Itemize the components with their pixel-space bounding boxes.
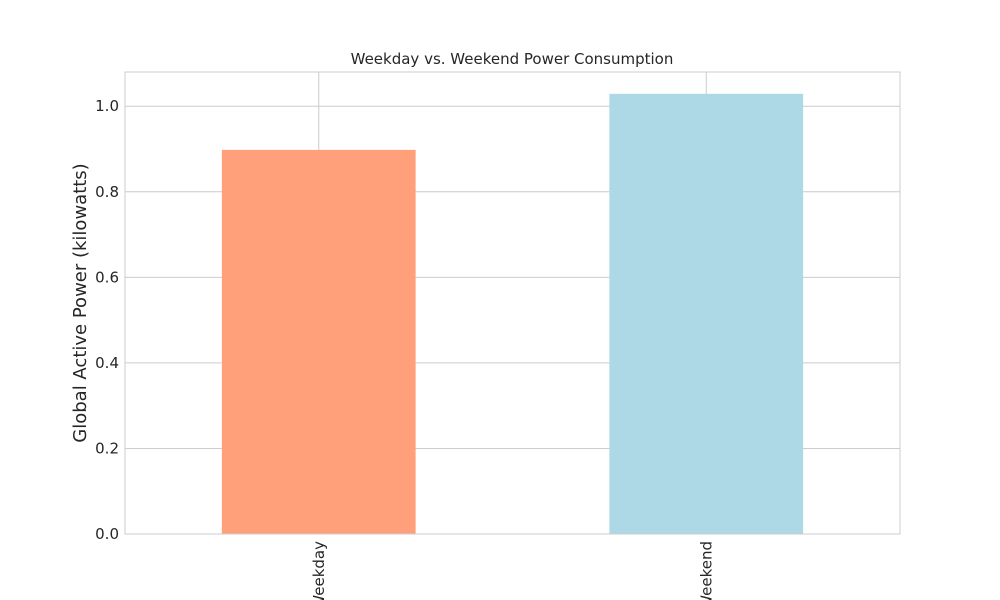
y-tick-label: 1.0	[95, 97, 119, 115]
y-tick-label: 0.8	[95, 183, 119, 201]
bar-weekend	[609, 93, 804, 535]
bar-weekday	[221, 149, 416, 534]
chart-title: Weekday vs. Weekend Power Consumption	[351, 50, 674, 68]
y-tick-label: 0.6	[95, 268, 119, 286]
y-tick-label: 0.0	[95, 525, 119, 543]
x-tick-label: Weekend	[697, 541, 715, 600]
y-axis-label: Global Active Power (kilowatts)	[70, 163, 91, 442]
x-tick-labels: Weekday Weekend	[310, 541, 716, 600]
y-tick-label: 0.2	[95, 439, 119, 457]
y-tick-label: 0.4	[95, 354, 119, 372]
plot-frame	[124, 71, 901, 535]
bar-layer	[221, 93, 804, 535]
y-tick-labels: 0.0 0.2 0.4 0.6 0.8 1.0	[95, 97, 119, 543]
x-tick-label: Weekday	[310, 541, 328, 600]
